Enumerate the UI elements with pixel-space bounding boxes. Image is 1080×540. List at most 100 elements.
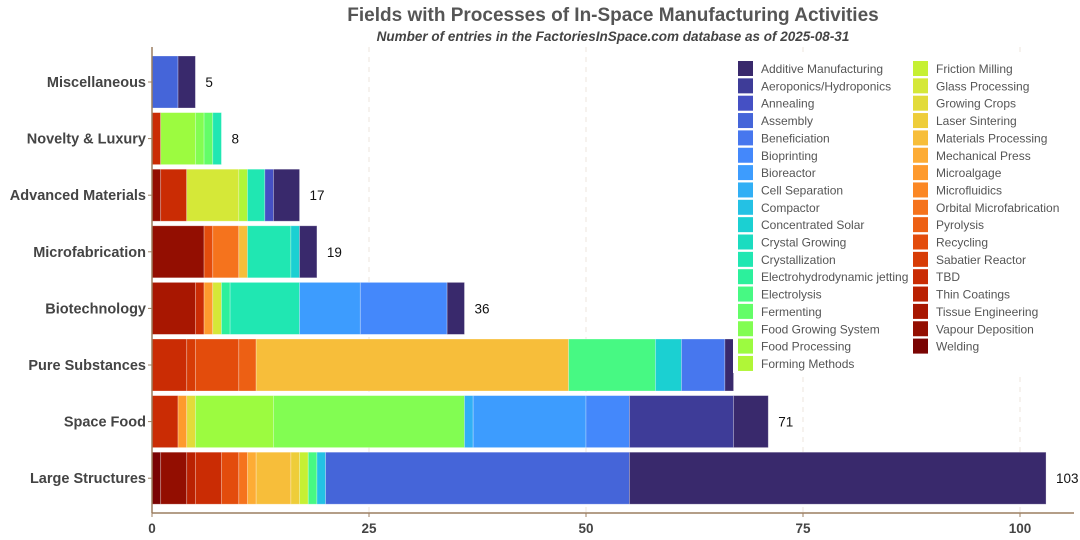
legend-label: Thin Coatings bbox=[936, 288, 1010, 302]
category-label: Space Food bbox=[64, 415, 146, 431]
bar-segment bbox=[316, 451, 327, 505]
legend-swatch bbox=[738, 234, 753, 250]
legend-item: Thin Coatings bbox=[913, 286, 1010, 302]
bar-segment bbox=[273, 395, 465, 449]
bar-segment bbox=[359, 281, 448, 335]
legend-label: TBD bbox=[936, 270, 960, 284]
total-label: 17 bbox=[310, 188, 325, 203]
category-label: Large Structures bbox=[30, 471, 146, 487]
bar-segment bbox=[151, 281, 196, 335]
legend-label: Cell Separation bbox=[761, 183, 843, 197]
total-label: 36 bbox=[474, 301, 489, 316]
bar-segment bbox=[151, 451, 162, 505]
bar-segment bbox=[325, 451, 630, 505]
legend-swatch bbox=[913, 234, 928, 250]
bar-segment bbox=[160, 451, 188, 505]
legend-item: Bioprinting bbox=[738, 147, 818, 163]
bar-segment bbox=[681, 338, 726, 392]
x-tick-label: 100 bbox=[1009, 521, 1032, 536]
legend-item: Bioreactor bbox=[738, 165, 816, 181]
bar-segment bbox=[151, 168, 162, 222]
total-label: 8 bbox=[231, 132, 239, 147]
legend-item: Orbital Microfabrication bbox=[913, 199, 1059, 215]
legend-swatch bbox=[913, 286, 928, 302]
bar-segment bbox=[212, 281, 222, 335]
bar-segment bbox=[160, 112, 196, 165]
legend-item: Recycling bbox=[913, 234, 988, 250]
bar-segment bbox=[733, 395, 769, 449]
legend-swatch bbox=[738, 321, 753, 337]
legend-label: Growing Crops bbox=[936, 97, 1016, 111]
bar-segment bbox=[238, 225, 248, 279]
bar-segment bbox=[247, 225, 292, 279]
bar-segment bbox=[203, 112, 214, 165]
legend-item: Cell Separation bbox=[738, 182, 843, 198]
legend-swatch bbox=[913, 182, 928, 198]
bar-segment bbox=[238, 338, 257, 392]
legend-swatch bbox=[913, 217, 928, 233]
bar-segment bbox=[307, 451, 318, 505]
legend-item: Materials Processing bbox=[913, 130, 1047, 146]
legend-label: Mechanical Press bbox=[936, 149, 1031, 163]
legend-label: Concentrated Solar bbox=[761, 218, 864, 232]
bar-segment bbox=[221, 281, 231, 335]
legend-label: Assembly bbox=[761, 114, 813, 128]
legend-swatch bbox=[738, 199, 753, 215]
legend-item: Electrohydrodynamic jetting bbox=[738, 269, 908, 285]
legend-swatch bbox=[913, 338, 928, 354]
legend-label: Microalgage bbox=[936, 166, 1002, 180]
legend-item: Tissue Engineering bbox=[913, 303, 1038, 319]
bar-segment bbox=[724, 338, 734, 392]
x-tick-label: 0 bbox=[148, 521, 156, 536]
legend-item: Microfluidics bbox=[913, 182, 1002, 198]
legend-item: Annealing bbox=[738, 95, 814, 111]
legend-swatch bbox=[738, 355, 753, 371]
bar-segment bbox=[255, 338, 570, 392]
legend-swatch bbox=[738, 269, 753, 285]
legend-swatch bbox=[913, 95, 928, 111]
bar-segment bbox=[151, 338, 188, 392]
legend-label: Materials Processing bbox=[936, 131, 1047, 145]
legend-item: Friction Milling bbox=[913, 61, 1013, 76]
bar-segment bbox=[446, 281, 465, 335]
legend-item: Forming Methods bbox=[738, 355, 854, 371]
total-label: 19 bbox=[327, 245, 342, 260]
bar-segment bbox=[238, 451, 248, 505]
category-label: Microfabrication bbox=[33, 245, 146, 261]
legend-swatch bbox=[913, 269, 928, 285]
legend-label: Microfluidics bbox=[936, 183, 1002, 197]
legend-label: Vapour Deposition bbox=[936, 322, 1034, 336]
bar-segment bbox=[273, 168, 300, 222]
bar-segment bbox=[655, 338, 682, 392]
legend-label: Welding bbox=[936, 340, 979, 354]
bar-segment bbox=[186, 395, 196, 449]
legend-label: Beneficiation bbox=[761, 131, 830, 145]
category-label: Advanced Materials bbox=[10, 188, 146, 204]
bar-segment bbox=[186, 338, 196, 392]
x-tick-label: 75 bbox=[795, 521, 811, 536]
legend-swatch bbox=[913, 147, 928, 163]
bar-segment bbox=[255, 451, 292, 505]
legend-item: Microalgage bbox=[913, 165, 1002, 181]
bar-segment bbox=[290, 451, 300, 505]
bar-segment bbox=[290, 225, 300, 279]
legend-swatch bbox=[738, 303, 753, 319]
bar-segment bbox=[177, 395, 188, 449]
legend-label: Crystallization bbox=[761, 253, 836, 267]
category-label: Biotechnology bbox=[45, 301, 146, 317]
total-label: 103 bbox=[1056, 471, 1079, 486]
bar-segment bbox=[203, 281, 214, 335]
legend-label: Bioprinting bbox=[761, 149, 818, 163]
chart-subtitle: Number of entries in the FactoriesInSpac… bbox=[377, 29, 850, 44]
legend-label: Recycling bbox=[936, 236, 988, 250]
legend-item: Pyrolysis bbox=[913, 217, 984, 233]
total-label: 5 bbox=[205, 75, 213, 90]
category-labels: Miscellaneous Novelty & Luxury Advanced Ma… bbox=[10, 75, 152, 487]
legend-label: Orbital Microfabrication bbox=[936, 201, 1059, 215]
bar-segment bbox=[194, 395, 274, 449]
bar-segment bbox=[194, 281, 205, 335]
bar-segment bbox=[212, 225, 240, 279]
x-tick-label: 25 bbox=[361, 521, 377, 536]
bar-segment bbox=[585, 395, 630, 449]
